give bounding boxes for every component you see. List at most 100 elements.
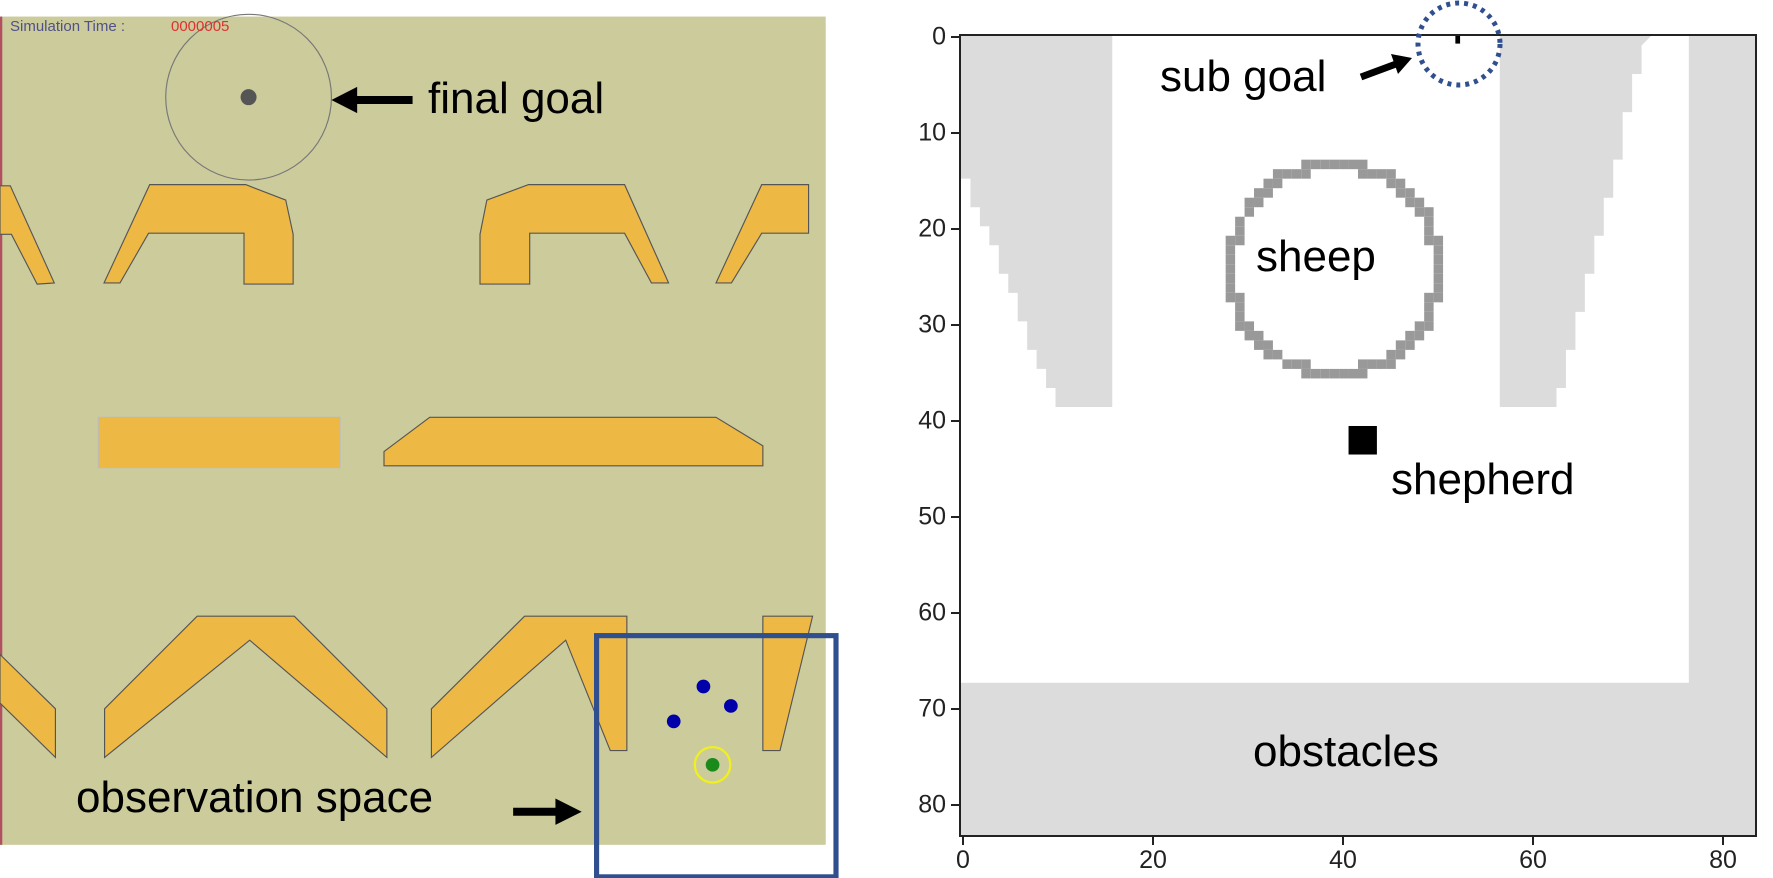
sheep-ring-cell [1414, 207, 1425, 217]
x-tick-mark [1722, 837, 1724, 845]
sheep-ring-cell [1254, 340, 1264, 350]
y-tick-label: 70 [918, 694, 946, 723]
sheep-ring-cell [1433, 245, 1444, 255]
observation-space-box [594, 633, 839, 878]
sheep-ring-cell [1424, 207, 1434, 217]
sheep-ring-cell [1301, 359, 1311, 369]
shepherd-agent [705, 757, 720, 772]
sheep-agent [666, 714, 681, 729]
obstacle [383, 416, 764, 467]
sheep-ring-cell [1424, 216, 1434, 227]
sheep-ring-cell [1348, 159, 1358, 170]
sheep-ring-cell [1310, 368, 1321, 379]
sheep-ring-cell [1263, 188, 1273, 198]
sheep-ring-cell [1235, 321, 1245, 331]
sheep-ring-cell [1263, 340, 1273, 350]
sheep-ring-cell [1424, 321, 1434, 331]
sheep-ring-cell [1395, 178, 1406, 189]
sheep-ring-cell [1225, 264, 1236, 274]
sheep-ring-cell [1386, 169, 1396, 179]
y-tick-label: 40 [918, 406, 946, 435]
sheep-ring-cell [1235, 311, 1245, 322]
obstacle [479, 184, 670, 285]
sheep-ring-cell [1433, 273, 1444, 284]
final-goal-arrow [331, 86, 413, 114]
grid-plot-axes [959, 34, 1757, 837]
sub-goal-cell [1455, 36, 1461, 44]
x-tick-label: 0 [956, 846, 970, 874]
sheep-ring-cell [1414, 197, 1425, 208]
obstacle [0, 653, 56, 759]
y-tick-mark [951, 228, 959, 230]
sheep-ring-cell [1310, 159, 1321, 170]
y-tick-label: 10 [918, 118, 946, 147]
sheep-ring-cell [1424, 235, 1434, 246]
sheep-ring-cell [1386, 359, 1396, 369]
x-tick-label: 40 [1329, 846, 1357, 874]
sheep-ring-cell [1225, 283, 1236, 293]
sheep-ring-cell [1235, 216, 1245, 227]
sheep-ring-cell [1272, 349, 1283, 360]
sheep-ring-cell [1235, 292, 1245, 303]
sheep-ring-cell [1433, 254, 1444, 265]
sheep-ring-cell [1424, 311, 1434, 322]
sheep-ring-cell [1367, 169, 1377, 179]
obstacle [0, 185, 56, 285]
y-tick-label: 50 [918, 502, 946, 531]
sheep-ring-cell [1386, 178, 1396, 189]
sheep-ring-cell [1386, 349, 1396, 360]
obstacle-right-wedge [1499, 36, 1652, 407]
sheep-ring-cell [1272, 178, 1283, 189]
occupancy-grid [961, 36, 1755, 835]
sheep-ring-cell [1301, 368, 1311, 379]
y-tick-mark [951, 708, 959, 710]
y-tick-label: 0 [932, 22, 946, 51]
sheep-ring-cell [1405, 188, 1415, 198]
sheep-ring-cell [1358, 359, 1368, 369]
sheep-agent [724, 699, 738, 713]
obstacle-left-wedge [961, 36, 1113, 407]
x-tick-label: 80 [1709, 846, 1737, 874]
sheep-ring-cell [1433, 283, 1444, 293]
sheep-ring-cell [1301, 169, 1311, 179]
sheep-ring-cell [1235, 302, 1245, 312]
y-tick-label: 60 [918, 598, 946, 627]
obstacle [762, 615, 814, 752]
y-tick-mark [951, 132, 959, 134]
sheep-ring-cell [1254, 188, 1264, 198]
observation-space-label: observation space [76, 773, 434, 822]
y-tick-mark [951, 516, 959, 518]
sheep-ring-cell [1244, 197, 1255, 208]
final-goal-label: final goal [428, 74, 605, 123]
sheep-ring-cell [1225, 254, 1236, 265]
y-tick-label: 20 [918, 214, 946, 243]
sheep-ring-cell [1339, 159, 1349, 170]
sheep-ring-cell [1414, 321, 1425, 331]
sheep-ring-cell [1395, 340, 1406, 350]
sheep-ring-cell [1272, 169, 1283, 179]
final-goal-point [240, 89, 257, 106]
sheep-label: sheep [1256, 232, 1376, 281]
sheep-ring-cell [1376, 169, 1387, 179]
y-tick-label: 80 [918, 790, 946, 819]
sheep-ring-cell [1329, 159, 1340, 170]
sheep-ring-cell [1263, 349, 1273, 360]
sheep-ring-cell [1405, 197, 1415, 208]
x-tick-label: 60 [1519, 846, 1547, 874]
sheep-ring-cell [1291, 169, 1302, 179]
sheep-ring-cell [1405, 330, 1415, 341]
sheep-ring-cell [1405, 340, 1415, 350]
sheep-ring-cell [1254, 197, 1264, 208]
simulation-time-label: Simulation Time : [10, 18, 126, 35]
sheep-ring-cell [1291, 359, 1302, 369]
y-tick-mark [951, 36, 959, 38]
sheep-ring-cell [1225, 273, 1236, 284]
sheep-ring-cell [1395, 349, 1406, 360]
shepherd-ring [693, 745, 732, 784]
sheep-ring-cell [1244, 330, 1255, 341]
sheep-agent [696, 679, 711, 694]
x-tick-mark [1152, 837, 1154, 845]
sheep-ring-cell [1235, 235, 1245, 246]
sheep-ring-cell [1244, 207, 1255, 217]
sheep-ring-cell [1225, 245, 1236, 255]
